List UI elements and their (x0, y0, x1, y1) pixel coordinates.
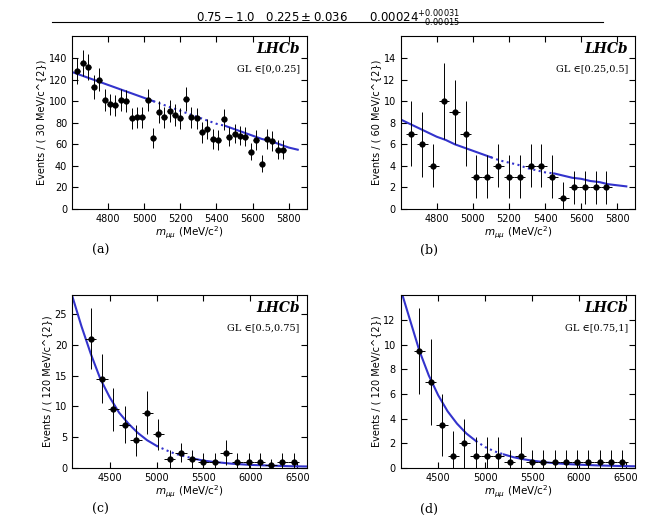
X-axis label: $m_{\mu\mu}\ \mathrm{(MeV/c^2)}$: $m_{\mu\mu}\ \mathrm{(MeV/c^2)}$ (483, 225, 552, 241)
Text: $0.75 - 1.0$   $0.225 \pm 0.036$      $0.00024^{+0.00031}_{-0.00015}$: $0.75 - 1.0$ $0.225 \pm 0.036$ $0.00024^… (195, 9, 460, 30)
Text: LHCb: LHCb (585, 301, 628, 315)
Y-axis label: Events / ( 120 MeV/c^{2}): Events / ( 120 MeV/c^{2}) (371, 316, 381, 448)
Text: LHCb: LHCb (256, 42, 300, 56)
Text: GL ∈[0.5,0.75]: GL ∈[0.5,0.75] (227, 323, 300, 332)
Text: LHCb: LHCb (585, 42, 628, 56)
Text: (b): (b) (420, 243, 438, 256)
Text: (a): (a) (92, 243, 109, 256)
Text: (c): (c) (92, 502, 109, 515)
Y-axis label: Events / ( 60 MeV/c^{2}): Events / ( 60 MeV/c^{2}) (371, 60, 381, 186)
Text: GL ∈[0.75,1]: GL ∈[0.75,1] (565, 323, 628, 332)
X-axis label: $m_{\mu\mu}\ \mathrm{(MeV/c^2)}$: $m_{\mu\mu}\ \mathrm{(MeV/c^2)}$ (155, 484, 224, 500)
Text: GL ∈[0.25,0.5]: GL ∈[0.25,0.5] (556, 64, 628, 73)
X-axis label: $m_{\mu\mu}\ \mathrm{(MeV/c^2)}$: $m_{\mu\mu}\ \mathrm{(MeV/c^2)}$ (155, 225, 224, 241)
Text: GL ∈[0,0.25]: GL ∈[0,0.25] (236, 64, 300, 73)
X-axis label: $m_{\mu\mu}\ \mathrm{(MeV/c^2)}$: $m_{\mu\mu}\ \mathrm{(MeV/c^2)}$ (483, 484, 552, 500)
Y-axis label: Events / ( 30 MeV/c^{2}): Events / ( 30 MeV/c^{2}) (36, 60, 46, 186)
Y-axis label: Events / ( 120 MeV/c^{2}): Events / ( 120 MeV/c^{2}) (42, 316, 52, 448)
Text: LHCb: LHCb (256, 301, 300, 315)
Text: (d): (d) (420, 502, 438, 515)
